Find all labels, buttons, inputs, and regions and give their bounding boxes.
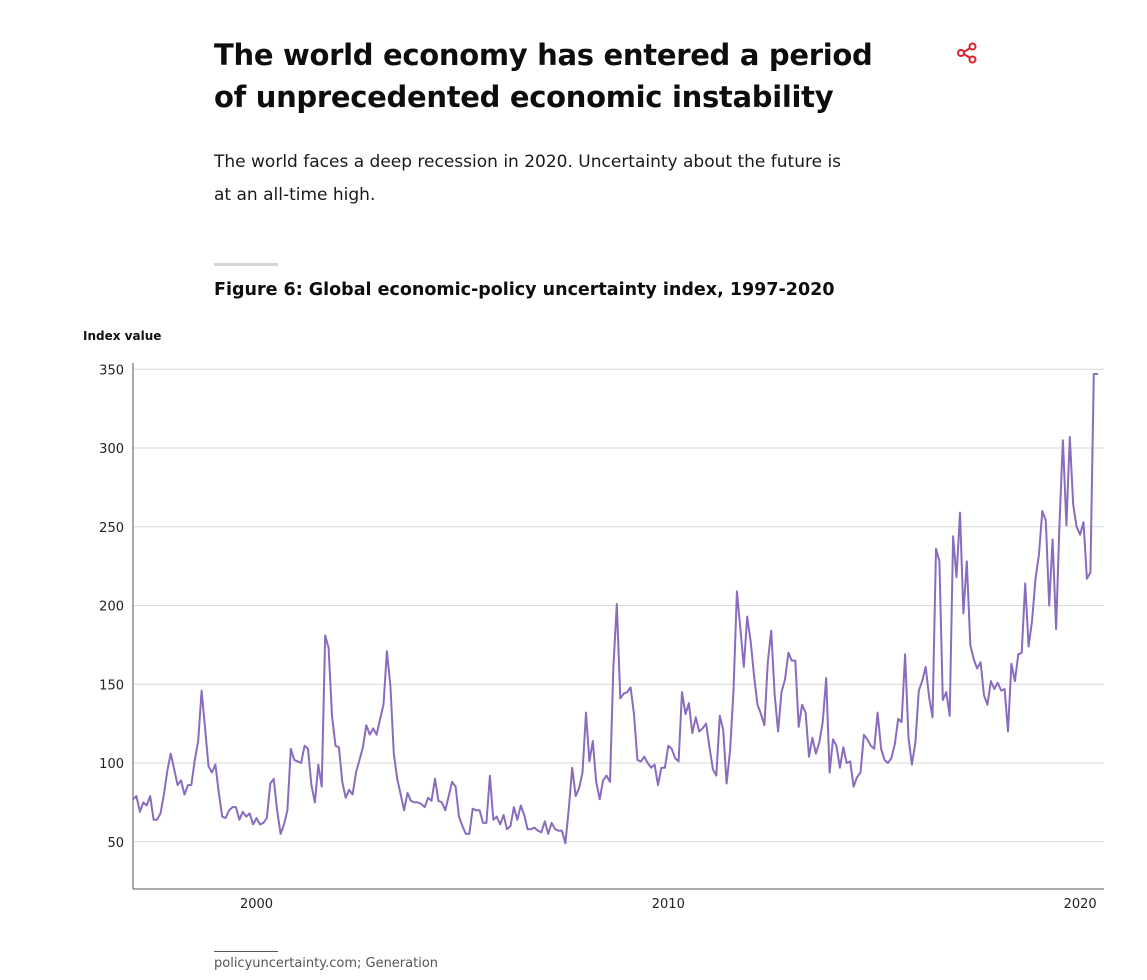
source-divider: [214, 951, 278, 952]
series-group: [132, 373, 1099, 845]
figure-title: Figure 6: Global economic-policy uncerta…: [214, 280, 835, 300]
y-tick-label-200: 200: [99, 600, 124, 615]
y-axis-title: Index value: [83, 329, 161, 343]
lede-paragraph: The world faces a deep recession in 2020…: [214, 152, 842, 205]
headline: The world economy has entered a period o…: [214, 38, 873, 114]
series-line-0: [132, 373, 1099, 845]
y-tick-label-350: 350: [99, 363, 124, 378]
x-tick-label-2000: 2000: [240, 897, 273, 912]
x-tick-label-2010: 2010: [652, 897, 685, 912]
y-tick-label-300: 300: [99, 442, 124, 457]
share-icon-glyph: [957, 42, 977, 64]
x-tick-label-2020: 2020: [1064, 897, 1097, 912]
figure-divider: [214, 263, 278, 266]
uncertainty-line-chart: Index value 50 100 150 200 250 300 350 2000 201…: [83, 329, 1104, 912]
source-note: policyuncertainty.com; Generation: [214, 956, 439, 971]
gridlines: [133, 368, 1104, 843]
y-tick-label-50: 50: [107, 836, 124, 851]
x-tick-labels: 2000 2010 2020: [240, 897, 1097, 912]
y-tick-label-150: 150: [99, 678, 124, 693]
y-tick-label-250: 250: [99, 521, 124, 536]
y-tick-labels: 50 100 150 200 250 300 350: [99, 363, 124, 850]
y-tick-label-100: 100: [99, 757, 124, 772]
share-icon[interactable]: [955, 41, 979, 65]
